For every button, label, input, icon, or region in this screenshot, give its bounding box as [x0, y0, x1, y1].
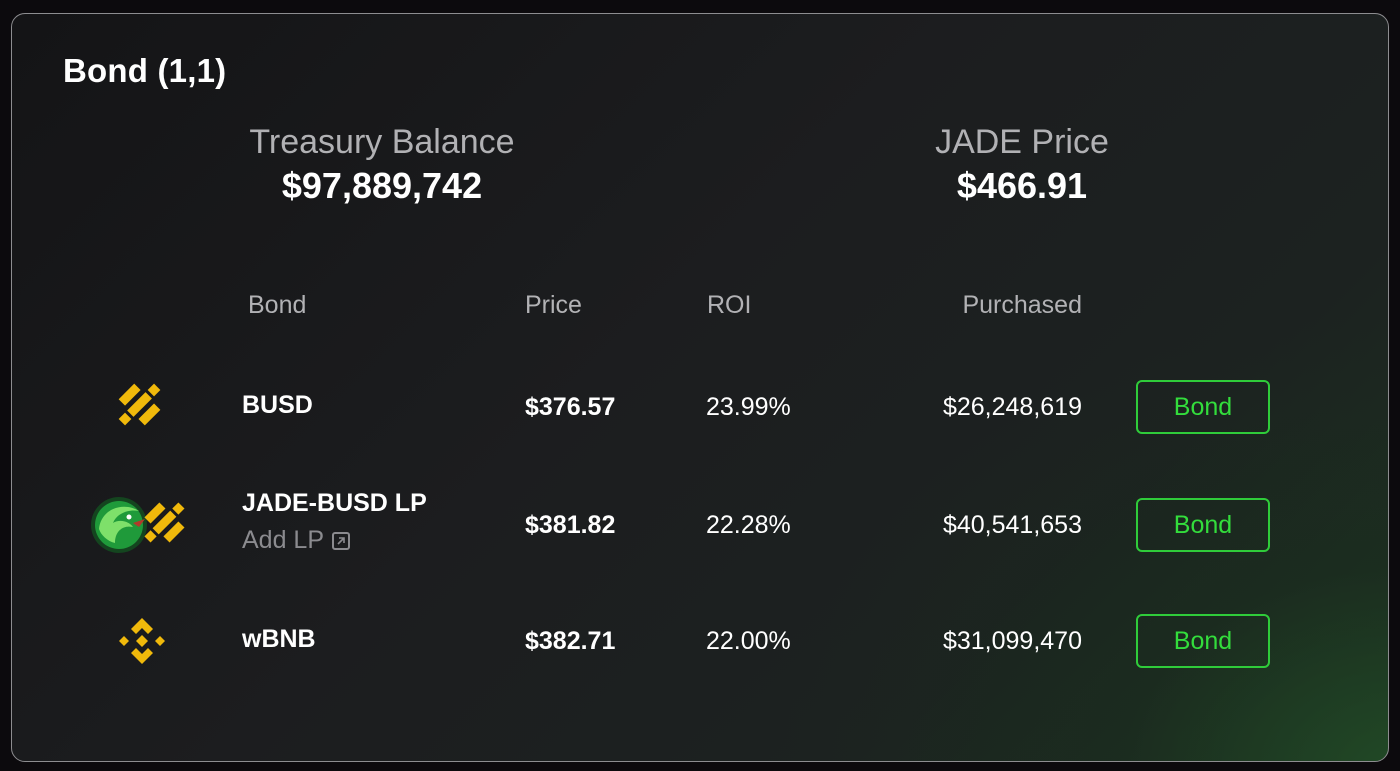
add-lp-label: Add LP [242, 526, 325, 554]
table-row: JADE-BUSD LP Add LP $381.82 22.28% $40,5… [12, 485, 1388, 565]
bond-price: $382.71 [525, 627, 616, 655]
bond-name: wBNB [242, 625, 316, 653]
bond-purchased: $40,541,653 [942, 511, 1082, 539]
treasury-balance-label: Treasury Balance [249, 123, 515, 161]
add-lp-link[interactable]: Add LP [242, 526, 351, 555]
bond-roi: 22.00% [706, 627, 791, 655]
bond-button-jade-busd-lp[interactable]: Bond [1136, 498, 1270, 552]
bnb-icon [113, 601, 171, 681]
treasury-balance-stat: Treasury Balance $97,889,742 [172, 122, 592, 208]
external-link-icon [332, 531, 351, 550]
jade-busd-lp-icon [89, 485, 197, 565]
bond-roi: 23.99% [706, 393, 791, 421]
treasury-balance-value: $97,889,742 [281, 165, 483, 206]
column-header-purchased: Purchased [962, 291, 1082, 319]
bond-purchased: $26,248,619 [942, 393, 1082, 421]
column-header-roi: ROI [707, 291, 752, 319]
column-header-bond: Bond [248, 291, 307, 319]
busd-icon [113, 367, 171, 447]
panel-title: Bond (1,1) [63, 52, 227, 89]
bond-roi: 22.28% [706, 511, 791, 539]
jade-price-stat: JADE Price $466.91 [812, 122, 1232, 208]
table-row: BUSD $376.57 23.99% $26,248,619 Bond [12, 367, 1388, 447]
bond-name: JADE-BUSD LP [242, 489, 427, 517]
jade-price-value: $466.91 [956, 165, 1088, 206]
column-header-price: Price [525, 291, 582, 319]
bond-button-wbnb[interactable]: Bond [1136, 614, 1270, 668]
bond-name: BUSD [242, 391, 313, 419]
bond-panel: Bond (1,1) Treasury Balance $97,889,742 … [11, 13, 1389, 762]
bond-price: $381.82 [525, 511, 616, 539]
bond-purchased: $31,099,470 [942, 627, 1082, 655]
table-row: wBNB $382.71 22.00% $31,099,470 Bond [12, 601, 1388, 681]
bond-price: $376.57 [525, 393, 616, 421]
bond-button-busd[interactable]: Bond [1136, 380, 1270, 434]
jade-price-label: JADE Price [935, 123, 1109, 161]
